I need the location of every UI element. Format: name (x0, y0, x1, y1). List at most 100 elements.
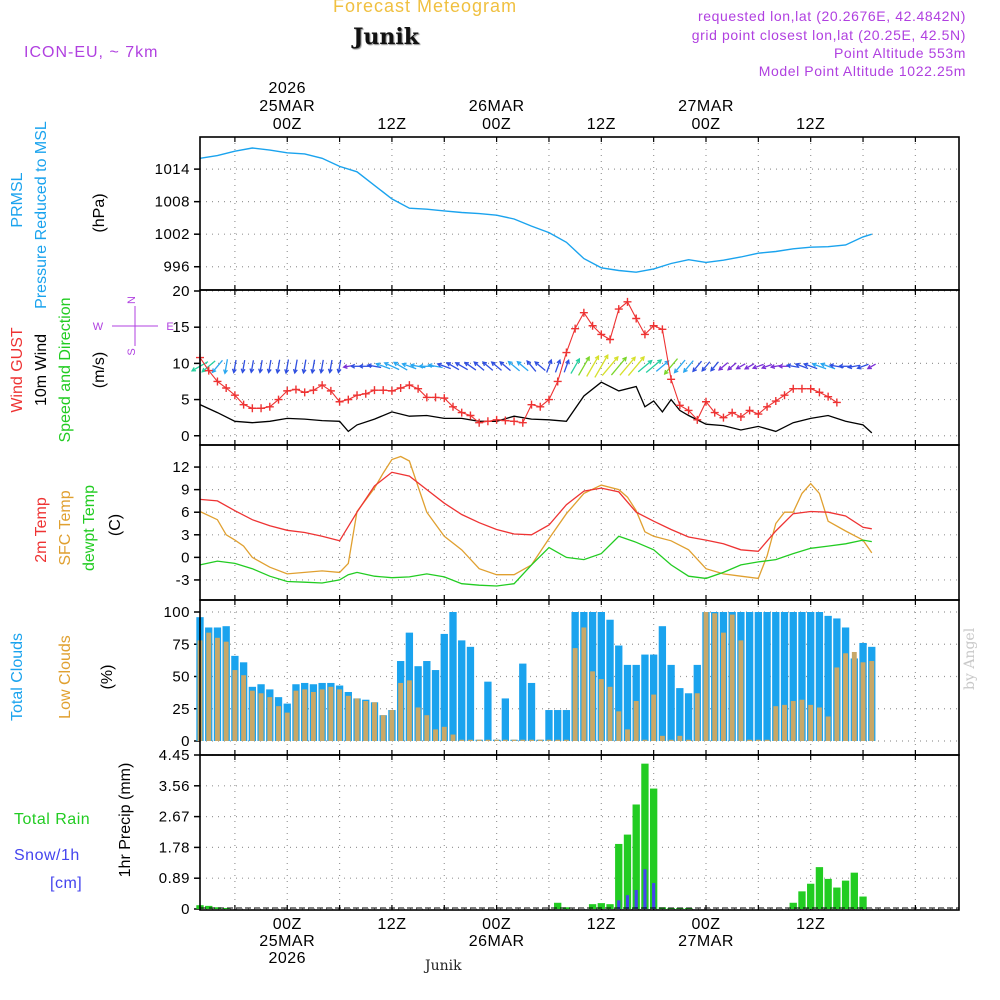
wind-arrow-head (751, 364, 758, 370)
wind-arrow-head (327, 368, 333, 374)
wind-speed-line (199, 381, 873, 434)
rain-bar (562, 907, 571, 909)
total-cloud-bar (807, 612, 815, 741)
rain-bar (815, 867, 824, 909)
wind-arrow (744, 363, 755, 370)
clouds-unit: (%) (99, 665, 116, 690)
y-tick-label: 0 (181, 901, 190, 918)
bottom-time-label: 12Z (377, 916, 406, 933)
wind-arrow (736, 363, 746, 370)
wind-arrow (337, 359, 342, 373)
gust-marker (239, 400, 248, 409)
y-tick-label: 75 (172, 636, 190, 653)
total-cloud-bar (658, 626, 667, 741)
meteogram-title: Forecast Meteogram (333, 0, 518, 16)
wind-arrow-head (856, 364, 862, 370)
top-time-label: 12Z (796, 116, 825, 133)
wind-arrow (761, 363, 773, 369)
rain-bar (554, 902, 562, 909)
gust-marker (649, 321, 658, 330)
y-tick-label: 996 (163, 259, 190, 276)
wind-arrow (464, 361, 477, 371)
gust-marker (318, 381, 327, 390)
wind-arrow (526, 360, 537, 372)
y-tick-label: 1.78 (159, 839, 190, 856)
gust-marker (466, 411, 475, 420)
gust-marker (283, 386, 292, 395)
dewpt-line (199, 535, 872, 587)
y-tick-label: 12 (172, 459, 190, 476)
y-tick-label: 4.45 (159, 747, 190, 764)
gust-marker (370, 386, 379, 395)
wind-arrows (190, 353, 876, 378)
total-cloud-bar (763, 612, 771, 741)
low-cloud-bar (755, 739, 761, 741)
wind-arrow-head (301, 368, 307, 375)
gust-marker (300, 388, 309, 397)
low-cloud-bar (834, 667, 840, 741)
wind-arrow-head (585, 355, 590, 362)
low-cloud-bar (590, 671, 596, 741)
low-cloud-bar (276, 706, 281, 741)
y-tick-label: 100 (163, 604, 190, 621)
wind-arrow (718, 362, 729, 371)
temperature-panel: -3 0 3 6 9 12 (172, 445, 959, 600)
gust-marker (475, 418, 484, 427)
low-cloud-bar (284, 712, 290, 741)
wind-arrow-head (258, 368, 263, 374)
wind-arrow-head (473, 361, 479, 367)
low-cloud-bar (468, 739, 473, 741)
low-cloud-bar (485, 739, 491, 741)
top-time-label: 2026 (268, 80, 306, 97)
total-cloud-bar (554, 710, 562, 741)
wind-arrow (627, 356, 645, 377)
wind-arrow-head (526, 360, 532, 366)
wind-arrow-head (445, 362, 452, 367)
rain-bar (205, 905, 213, 909)
total-cloud-bar (501, 698, 510, 741)
wind-arrow (376, 363, 391, 370)
total-cloud-bar (667, 664, 675, 741)
total-cloud-bar (641, 654, 649, 741)
point-altitude: Point Altitude 553m (833, 45, 966, 61)
wind-arrow (563, 360, 570, 373)
low-cloud-bar (502, 739, 508, 741)
gust-marker (274, 395, 283, 404)
wind-arrow-head (190, 367, 197, 372)
rain-bar (833, 887, 841, 909)
gust-marker (422, 393, 431, 402)
wind-arrow (664, 358, 679, 375)
y-tick-label: 5 (181, 392, 190, 409)
wind-arrow (812, 363, 827, 370)
wind-arrow (752, 363, 764, 369)
total-cloud-bar (423, 661, 431, 741)
low-cloud-bar (860, 662, 866, 741)
wind-arrow-head (375, 362, 381, 368)
gust-marker (230, 391, 239, 400)
location-title: Junik (353, 24, 419, 50)
low-cloud-bar (380, 715, 386, 741)
model-altitude: Model Point Altitude 1022.25m (758, 63, 966, 79)
gust-marker (684, 406, 693, 415)
wind-arrow (586, 355, 600, 377)
wind-arrow (402, 363, 417, 370)
wind-arrow-head (613, 355, 619, 362)
precip-frame (199, 754, 960, 911)
wind-label-dir: Speed and Direction (57, 298, 74, 443)
pressure-unit: (hPa) (91, 193, 108, 232)
wind-arrow (710, 361, 719, 372)
wind-arrow (311, 359, 316, 373)
total-cloud-bar (527, 682, 536, 741)
low-cloud-bar (302, 689, 308, 741)
wind-arrow (224, 359, 229, 374)
y-tick-label: 15 (172, 319, 190, 336)
top-time-label: 00Z (482, 116, 511, 133)
wind-arrow (601, 356, 619, 377)
wind-arrow-head (718, 365, 724, 371)
y-tick-label: 3 (181, 527, 190, 544)
gust-marker (492, 415, 501, 424)
gust-marker (658, 325, 667, 334)
gust-marker (562, 348, 571, 357)
